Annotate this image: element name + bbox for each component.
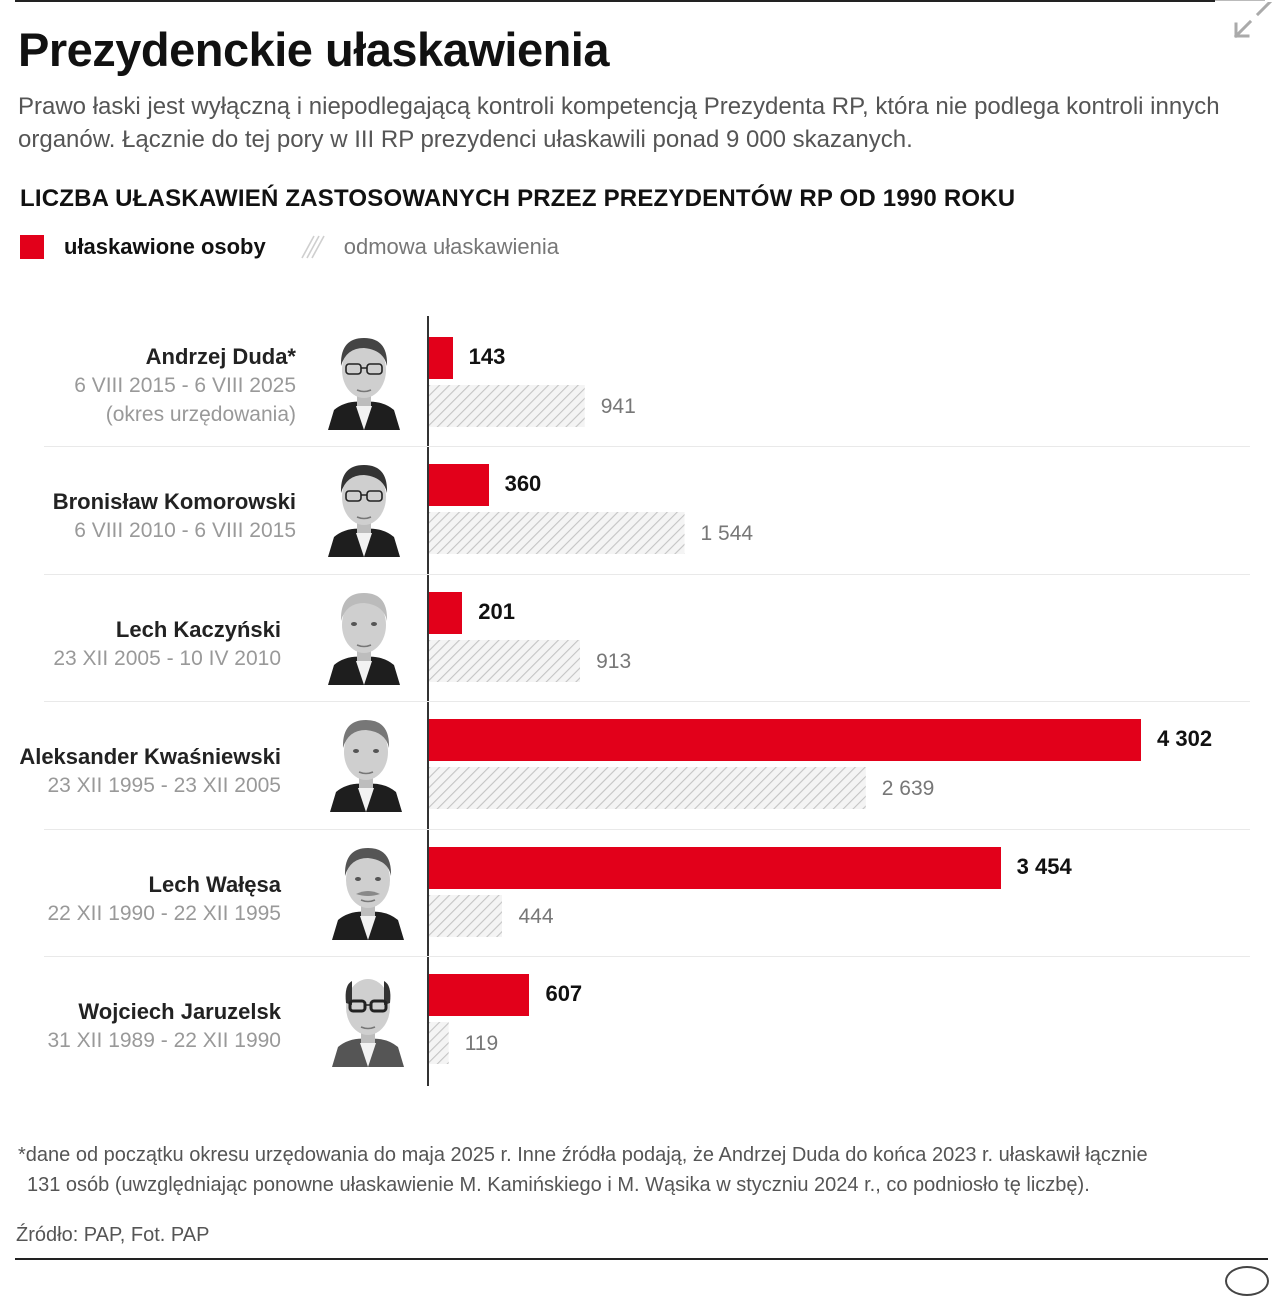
president-photo: [332, 979, 404, 1067]
row-divider: [44, 701, 1250, 702]
term-note: (okres urzędowania): [105, 403, 296, 426]
value-label-refused: 941: [600, 395, 636, 418]
top-rule: [15, 0, 1215, 2]
value-label-refused: 119: [464, 1032, 499, 1055]
page-title: Prezydenckie ułaskawienia: [18, 23, 610, 76]
value-label-refused: 913: [596, 649, 632, 673]
president-name: Lech Kaczyński: [115, 616, 281, 642]
chart-row: Aleksander Kwaśniewski 23 XII 1995 - 23 X…: [0, 702, 1278, 829]
value-label-refused: 444: [518, 904, 554, 928]
row-divider: [44, 829, 1250, 830]
chart-row: Andrzej Duda* 6 VIII 2015 - 6 VIII 2025 (o…: [0, 320, 1278, 447]
value-label-granted: 360: [504, 471, 542, 497]
value-label-granted: 201: [478, 598, 515, 624]
bar-granted: [429, 974, 530, 1016]
row-divider: [44, 956, 1250, 957]
legend-swatch-refused: [301, 235, 325, 259]
value-label-granted: 607: [545, 981, 583, 1006]
chart-row: Wojciech Jaruzelsk 31 XII 1989 - 22 XII 1…: [0, 957, 1278, 1084]
term-dates: 6 VIII 2010 - 6 VIII 2015: [74, 519, 296, 543]
term-dates: 31 XII 1989 - 22 XII 1990: [47, 1029, 281, 1052]
row-divider: [44, 574, 1250, 575]
legend: ułaskawione osoby odmowa ułaskawienia: [20, 232, 559, 262]
value-label-refused: 2 639: [881, 777, 935, 801]
expand-arrows-icon: [1233, 0, 1275, 39]
bar-refused: [429, 767, 866, 810]
bar-granted: [429, 591, 463, 634]
bar-refused: [429, 894, 503, 937]
bar-granted: [429, 846, 1001, 889]
term-dates: 6 VIII 2015 - 6 VIII 2025: [74, 374, 296, 397]
footnote-line-2: 131 osób (uwzględniając ponowne ułaskawi…: [27, 1174, 1090, 1196]
chart-title: LICZBA UŁASKAWIEŃ ZASTOSOWANYCH PRZEZ PR…: [20, 185, 1016, 212]
bar-refused: [429, 385, 585, 427]
value-label-refused: 1 544: [700, 522, 754, 546]
president-photo: [330, 720, 402, 813]
term-dates: 22 XII 1990 - 22 XII 1995: [47, 901, 281, 925]
bottom-rule: [15, 1258, 1268, 1260]
chart-row: Lech Kaczyński 23 XII 2005 - 10 IV 2010 20…: [0, 575, 1278, 702]
corner-circle-icon: [1225, 1266, 1269, 1296]
legend-label-refused: odmowa ułaskawienia: [343, 234, 559, 259]
value-label-granted: 143: [468, 344, 506, 369]
legend-swatch-granted: [20, 235, 44, 259]
chart-row: Lech Wałęsa 22 XII 1990 - 22 XII 1995 3 45…: [0, 830, 1278, 957]
president-name: Wojciech Jaruzelsk: [78, 999, 281, 1024]
bar-refused: [429, 1022, 449, 1064]
bar-granted: [429, 337, 453, 379]
top-rule-gray: [1215, 0, 1265, 1]
president-photo: [328, 592, 400, 685]
legend-label-granted: ułaskawione osoby: [64, 234, 266, 259]
bar-refused: [429, 512, 685, 555]
lead-text: Prawo łaski jest wyłączną i niepodlegają…: [18, 93, 1220, 153]
term-dates: 23 XII 1995 - 23 XII 2005: [47, 774, 281, 798]
president-name: Bronisław Komorowski: [52, 489, 296, 515]
president-name: Andrzej Duda*: [145, 344, 296, 369]
president-name: Aleksander Kwaśniewski: [19, 744, 281, 770]
bar-granted: [429, 464, 489, 507]
term-dates: 23 XII 2005 - 10 IV 2010: [53, 646, 281, 670]
footnote-line-1: *dane od początku okresu urzędowania do …: [18, 1144, 1148, 1166]
chart-row: Bronisław Komorowski 6 VIII 2010 - 6 VIII…: [0, 447, 1278, 574]
bar-refused: [429, 639, 581, 682]
president-name: Lech Wałęsa: [148, 871, 281, 897]
bar-granted: [429, 719, 1141, 762]
president-photo: [332, 847, 404, 940]
expand-button[interactable]: [1228, 0, 1276, 42]
president-photo: [328, 338, 400, 430]
source-credit: Źródło: PAP, Fot. PAP: [16, 1224, 210, 1246]
row-divider: [44, 446, 1250, 447]
value-label-granted: 3 454: [1016, 853, 1072, 879]
value-label-granted: 4 302: [1157, 726, 1213, 752]
footnote: *dane od początku okresu urzędowania do …: [18, 1140, 1258, 1200]
president-photo: [328, 465, 400, 558]
